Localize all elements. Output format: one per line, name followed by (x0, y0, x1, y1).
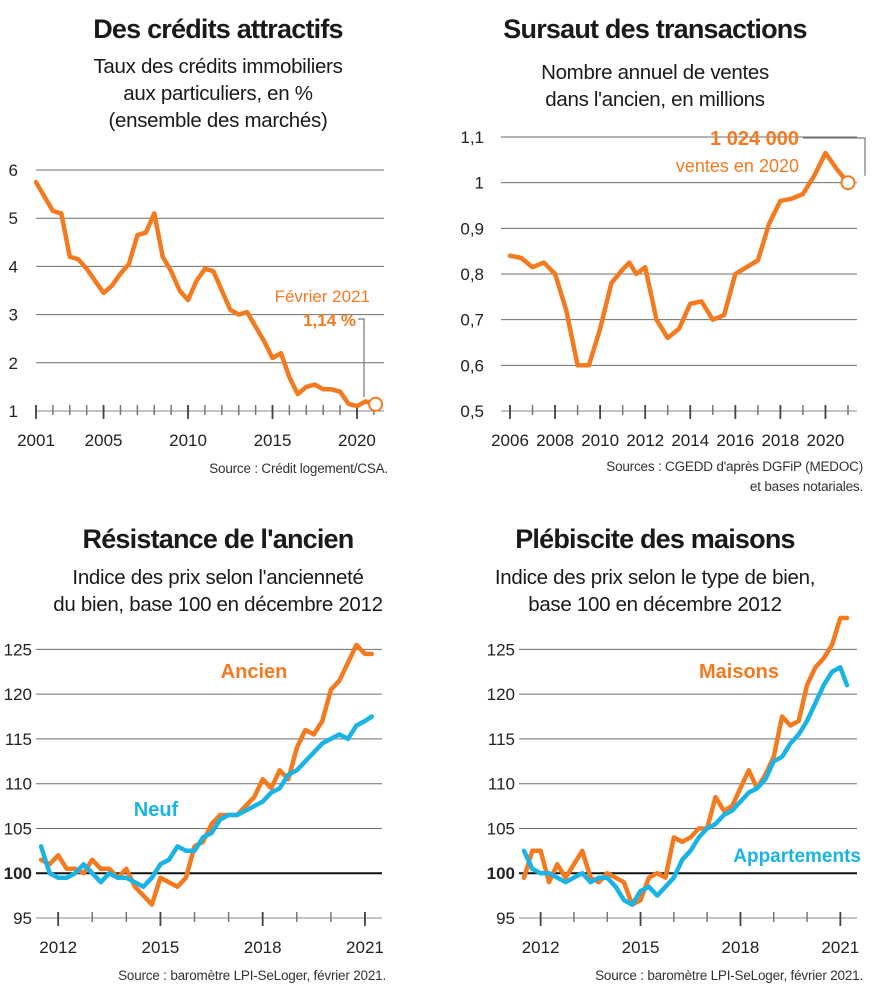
series-label-ancien: Ancien (221, 661, 288, 683)
chart-title: Plébiscite des maisons (515, 524, 795, 554)
y-tick-label: 120 (487, 685, 515, 704)
x-tick-label: 2001 (17, 431, 55, 450)
y-tick-label: 95 (496, 909, 515, 928)
x-tick-label: 2012 (522, 938, 560, 957)
annotation-date: Février 2021 (275, 287, 370, 306)
chart-source: Source : Crédit logement/CSA. (209, 461, 388, 476)
annotation-leader (358, 318, 365, 398)
annotation-value: 1,14 % (303, 311, 356, 330)
y-tick-label: 105 (4, 819, 32, 838)
annotation-label: ventes en 2020 (676, 156, 799, 176)
chart-panel-ancien: Résistance de l'ancien Indice des prix s… (0, 500, 436, 1000)
x-tick-label: 2015 (142, 938, 180, 957)
y-tick-label: 105 (487, 819, 515, 838)
y-tick-label: 100 (4, 864, 32, 883)
x-tick-label: 2005 (85, 431, 123, 450)
series-line-ancien (38, 642, 375, 907)
y-tick-label: 3 (9, 306, 18, 325)
annotation-value: 1 024 000 (710, 128, 799, 150)
series-label-neuf: Neuf (134, 799, 179, 821)
chart-panel-transactions: Sursaut des transactions Nombre annuel d… (437, 0, 873, 500)
y-tick-label: 0,8 (460, 265, 484, 284)
y-tick-label: 115 (5, 730, 32, 749)
chart-title: Résistance de l'ancien (82, 524, 355, 554)
chart-transactions: 0,5 0,6 0,7 0,8 0,9 1 1,1 2006 2008 2010 2012 2014 2… (460, 128, 866, 450)
x-tick-label: 2020 (807, 431, 845, 450)
chart-title: Des crédits attractifs (93, 14, 343, 44)
y-tick-label: 110 (5, 775, 32, 794)
x-tick-label: 2015 (254, 431, 292, 450)
x-tick-label: 2018 (761, 431, 799, 450)
chart-credits: 1 2 3 4 5 6 2001 2005 2010 2015 2020 Février 2021 1,… (9, 161, 384, 450)
y-tick-label: 6 (9, 161, 18, 180)
y-tick-label: 1,1 (460, 128, 484, 147)
series-label-maisons: Maisons (699, 661, 779, 683)
y-tick-label: 5 (9, 209, 18, 228)
chart-subtitle: Nombre annuel de ventes dans l'ancien, e… (541, 61, 769, 111)
end-marker (840, 175, 856, 191)
chart-source: Sources : CGEDD d'après DGFiP (MEDOC) et… (606, 459, 863, 494)
chart-subtitle: Indice des prix selon le type de bien, b… (494, 566, 816, 616)
chart-panel-maisons: Plébiscite des maisons Indice des prix s… (437, 500, 873, 1000)
x-tick-label: 2020 (338, 431, 376, 450)
chart-maisons: 95 100 105 110 115 120 125 2012 2015 2018 2021 Mais… (487, 615, 861, 957)
annotation-leader (803, 137, 866, 176)
chart-subtitle: Indice des prix selon l'ancienneté du bi… (53, 566, 383, 616)
end-marker (368, 396, 384, 412)
x-tick-label: 2018 (244, 938, 282, 957)
y-tick-label: 125 (487, 640, 515, 659)
x-tick-label: 2016 (716, 431, 754, 450)
chart-ancien: 95 100 105 110 115 120 125 2012 2015 2018 2021 Anci… (4, 640, 384, 957)
y-tick-label: 110 (488, 775, 515, 794)
series-label-appartements: Appartements (733, 846, 861, 867)
y-tick-label: 0,9 (460, 219, 484, 238)
x-tick-label: 2012 (39, 938, 77, 957)
y-tick-label: 125 (4, 640, 32, 659)
chart-title: Sursaut des transactions (503, 14, 807, 44)
chart-source: Source : baromètre LPI-SeLoger, février … (595, 968, 863, 983)
x-tick-label: 2010 (169, 431, 207, 450)
y-tick-label: 115 (488, 730, 515, 749)
y-tick-label: 0,6 (460, 356, 484, 375)
y-tick-label: 95 (13, 909, 32, 928)
y-tick-label: 1 (9, 402, 18, 421)
x-tick-label: 2021 (346, 938, 384, 957)
x-tick-label: 2021 (821, 938, 859, 957)
series-line-maisons (521, 615, 850, 907)
x-tick-label: 2015 (622, 938, 660, 957)
y-tick-label: 2 (9, 354, 18, 373)
y-tick-label: 4 (9, 257, 18, 276)
x-tick-label: 2010 (581, 431, 619, 450)
x-tick-label: 2018 (722, 938, 760, 957)
chart-subtitle: Taux des crédits immobiliers aux particu… (93, 55, 343, 132)
y-tick-label: 0,5 (460, 402, 484, 421)
y-tick-label: 120 (4, 685, 32, 704)
y-tick-label: 1 (475, 174, 484, 193)
x-tick-label: 2012 (626, 431, 664, 450)
chart-source: Source : baromètre LPI-SeLoger, février … (118, 968, 386, 983)
x-tick-label: 2008 (536, 431, 574, 450)
chart-panel-credits: Des crédits attractifs Taux des crédits … (0, 0, 436, 500)
x-tick-label: 2006 (491, 431, 529, 450)
x-tick-label: 2014 (671, 431, 709, 450)
series-line-series-0 (507, 150, 851, 368)
series-line-appartements (521, 665, 850, 907)
y-tick-label: 0,7 (460, 311, 484, 330)
y-tick-label: 100 (487, 864, 515, 883)
series-line-series-0 (33, 179, 378, 409)
series-line-neuf (38, 714, 375, 889)
